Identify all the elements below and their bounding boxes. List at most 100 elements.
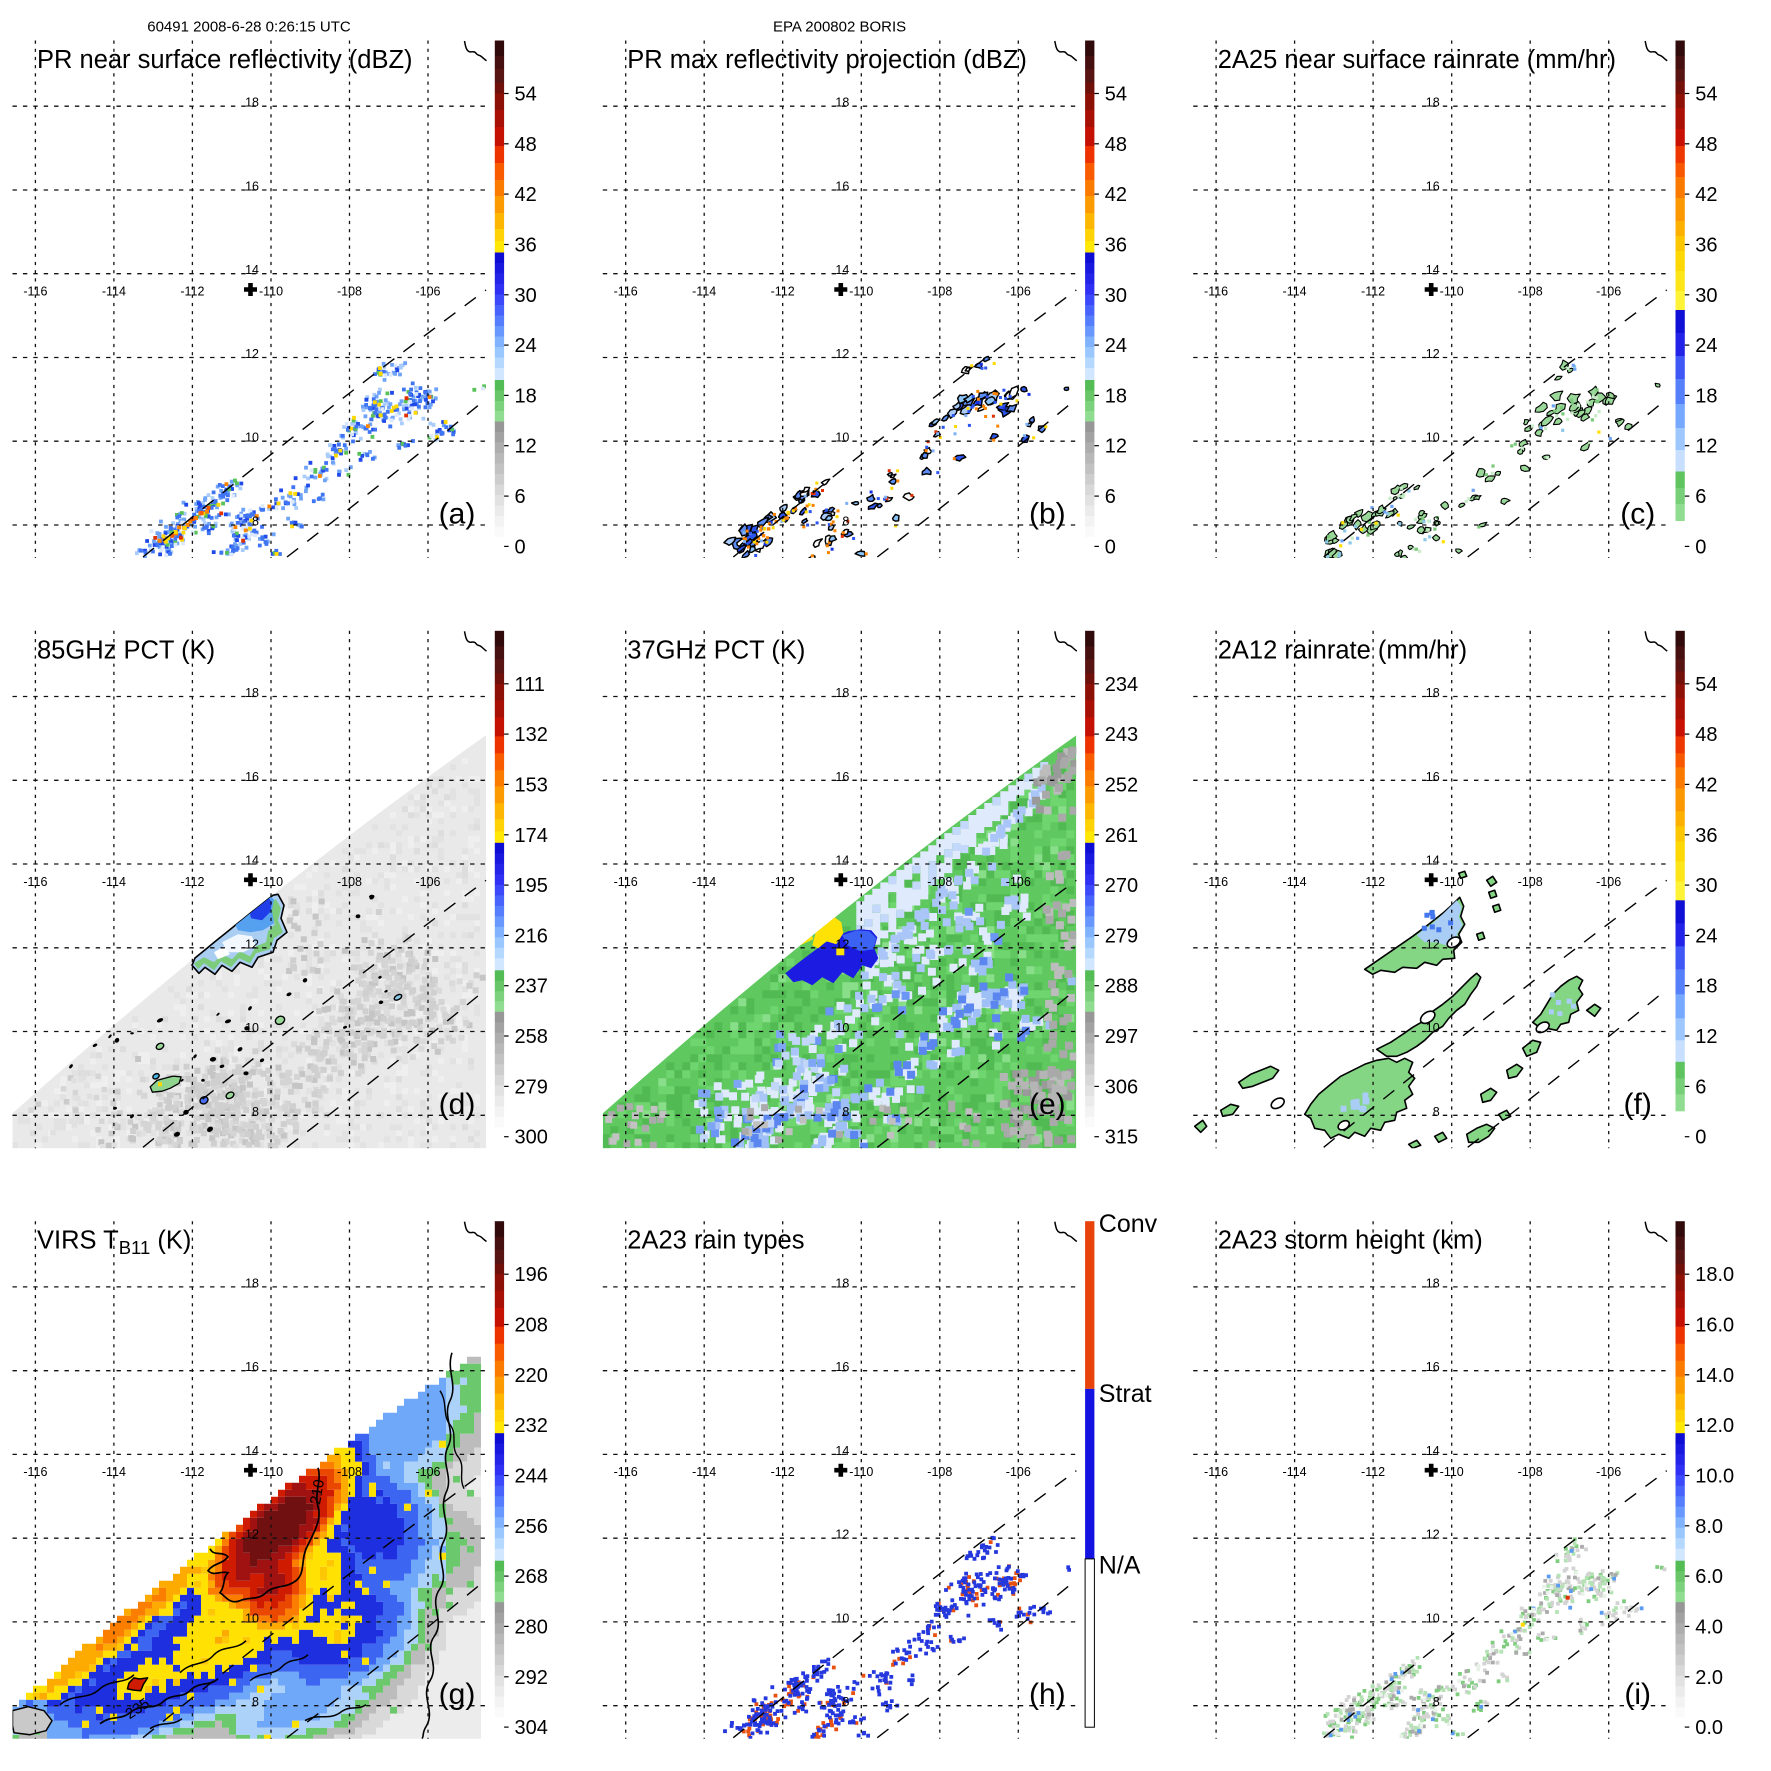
svg-text:PR near surface reflectivity (: PR near surface reflectivity (dBZ) xyxy=(37,46,413,74)
svg-text:(g): (g) xyxy=(439,1678,476,1711)
svg-text:PR max reflectivity projection: PR max reflectivity projection (dBZ) xyxy=(627,46,1027,74)
svg-text:30: 30 xyxy=(1695,875,1717,897)
svg-text:48: 48 xyxy=(1695,134,1717,156)
svg-text:36: 36 xyxy=(1695,825,1717,847)
svg-text:16.0: 16.0 xyxy=(1695,1315,1734,1337)
svg-text:(h): (h) xyxy=(1029,1678,1066,1711)
svg-text:54: 54 xyxy=(1695,84,1717,106)
svg-text:288: 288 xyxy=(1105,976,1138,998)
svg-text:(e): (e) xyxy=(1029,1088,1066,1121)
svg-text:196: 196 xyxy=(515,1264,548,1286)
svg-text:36: 36 xyxy=(515,235,537,257)
svg-text:279: 279 xyxy=(515,1076,548,1098)
svg-text:2A23 rain types: 2A23 rain types xyxy=(627,1227,804,1255)
svg-text:30: 30 xyxy=(515,285,537,307)
svg-text:12: 12 xyxy=(515,436,537,458)
svg-text:12: 12 xyxy=(1105,436,1127,458)
svg-text:297: 297 xyxy=(1105,1026,1138,1048)
svg-text:6: 6 xyxy=(1695,1076,1706,1098)
svg-text:174: 174 xyxy=(515,825,548,847)
svg-text:12: 12 xyxy=(1695,1026,1717,1048)
svg-text:Conv: Conv xyxy=(1099,1210,1158,1238)
svg-text:48: 48 xyxy=(1105,134,1127,156)
svg-text:6: 6 xyxy=(1695,486,1706,508)
svg-text:2.0: 2.0 xyxy=(1695,1667,1723,1689)
svg-text:Strat: Strat xyxy=(1099,1380,1152,1408)
svg-text:30: 30 xyxy=(1695,285,1717,307)
svg-text:0: 0 xyxy=(1105,536,1116,558)
svg-text:0: 0 xyxy=(1695,536,1706,558)
svg-text:270: 270 xyxy=(1105,875,1138,897)
svg-text:6.0: 6.0 xyxy=(1695,1566,1723,1588)
svg-text:85GHz PCT (K): 85GHz PCT (K) xyxy=(37,636,215,664)
svg-text:232: 232 xyxy=(515,1415,548,1437)
svg-text:153: 153 xyxy=(515,774,548,796)
svg-text:18: 18 xyxy=(515,385,537,407)
svg-text:300: 300 xyxy=(515,1127,548,1149)
svg-text:VIRS TB11 (K): VIRS TB11 (K) xyxy=(37,1227,191,1259)
svg-text:2A12 rainrate (mm/hr): 2A12 rainrate (mm/hr) xyxy=(1218,636,1467,664)
svg-text:210: 210 xyxy=(307,1478,328,1506)
svg-text:315: 315 xyxy=(1105,1127,1138,1149)
svg-text:195: 195 xyxy=(515,875,548,897)
svg-text:48: 48 xyxy=(1695,724,1717,746)
svg-text:(b): (b) xyxy=(1029,498,1066,531)
svg-text:24: 24 xyxy=(1105,335,1127,357)
svg-text:42: 42 xyxy=(1695,774,1717,796)
svg-text:234: 234 xyxy=(1105,674,1138,696)
svg-text:243: 243 xyxy=(1105,724,1138,746)
svg-text:48: 48 xyxy=(515,134,537,156)
svg-text:42: 42 xyxy=(515,184,537,206)
svg-text:24: 24 xyxy=(515,335,537,357)
svg-text:54: 54 xyxy=(1695,674,1717,696)
svg-text:237: 237 xyxy=(515,976,548,998)
svg-text:244: 244 xyxy=(515,1466,548,1488)
svg-text:111: 111 xyxy=(515,674,545,696)
svg-text:12.0: 12.0 xyxy=(1695,1415,1734,1437)
svg-text:8.0: 8.0 xyxy=(1695,1516,1723,1538)
svg-text:4.0: 4.0 xyxy=(1695,1616,1723,1638)
svg-text:2A23 storm height (km): 2A23 storm height (km) xyxy=(1218,1227,1483,1255)
svg-text:6: 6 xyxy=(1105,486,1116,508)
svg-text:220: 220 xyxy=(515,1365,548,1387)
svg-text:60491 2008-6-28 0:26:15 UTC: 60491 2008-6-28 0:26:15 UTC xyxy=(147,19,351,36)
svg-text:42: 42 xyxy=(1695,184,1717,206)
svg-text:24: 24 xyxy=(1695,335,1717,357)
svg-text:(a): (a) xyxy=(439,498,476,531)
svg-text:6: 6 xyxy=(515,486,526,508)
svg-text:18.0: 18.0 xyxy=(1695,1264,1734,1286)
svg-text:36: 36 xyxy=(1105,235,1127,257)
svg-text:304: 304 xyxy=(515,1717,548,1739)
svg-text:12: 12 xyxy=(1695,436,1717,458)
svg-text:(f): (f) xyxy=(1624,1088,1652,1121)
svg-text:132: 132 xyxy=(515,724,548,746)
svg-text:216: 216 xyxy=(515,925,548,947)
svg-text:18: 18 xyxy=(1695,385,1717,407)
svg-text:37GHz PCT (K): 37GHz PCT (K) xyxy=(627,636,805,664)
svg-text:42: 42 xyxy=(1105,184,1127,206)
svg-text:54: 54 xyxy=(1105,84,1127,106)
svg-text:30: 30 xyxy=(1105,285,1127,307)
svg-text:208: 208 xyxy=(515,1315,548,1337)
svg-text:0.0: 0.0 xyxy=(1695,1717,1723,1739)
svg-text:18: 18 xyxy=(1105,385,1127,407)
svg-text:268: 268 xyxy=(515,1566,548,1588)
svg-text:10.0: 10.0 xyxy=(1695,1466,1734,1488)
svg-text:18: 18 xyxy=(1695,976,1717,998)
svg-text:36: 36 xyxy=(1695,235,1717,257)
svg-text:(c): (c) xyxy=(1620,498,1655,531)
svg-text:292: 292 xyxy=(515,1667,548,1689)
svg-text:258: 258 xyxy=(515,1026,548,1048)
svg-text:14.0: 14.0 xyxy=(1695,1365,1734,1387)
svg-text:2A25 near surface rainrate (mm: 2A25 near surface rainrate (mm/hr) xyxy=(1218,46,1616,74)
svg-text:54: 54 xyxy=(515,84,537,106)
svg-text:(i): (i) xyxy=(1624,1678,1651,1711)
svg-text:261: 261 xyxy=(1105,825,1138,847)
svg-text:252: 252 xyxy=(1105,774,1138,796)
svg-text:280: 280 xyxy=(515,1616,548,1638)
svg-text:306: 306 xyxy=(1105,1076,1138,1098)
svg-text:0: 0 xyxy=(1695,1127,1706,1149)
svg-text:279: 279 xyxy=(1105,925,1138,947)
svg-text:256: 256 xyxy=(515,1516,548,1538)
svg-text:0: 0 xyxy=(515,536,526,558)
